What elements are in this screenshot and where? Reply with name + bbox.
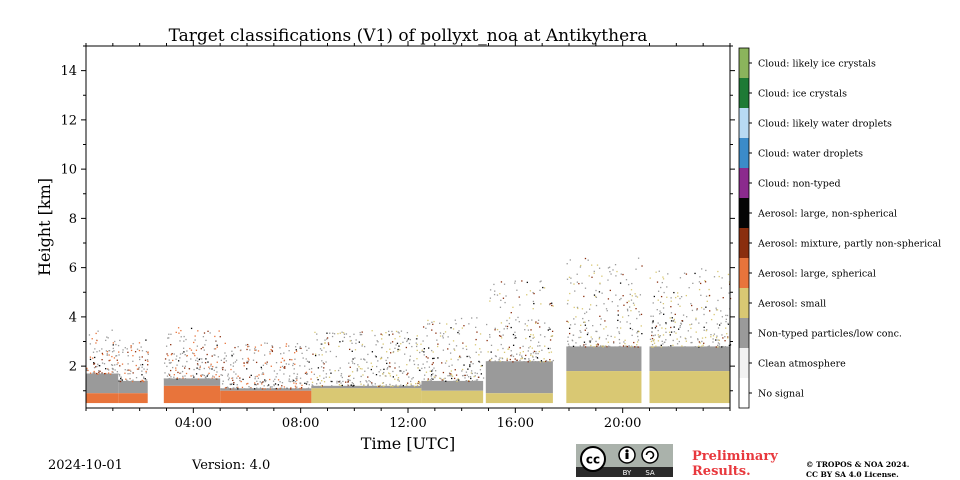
svg-text:BY: BY [623, 469, 632, 477]
segment-7-layer [566, 371, 642, 404]
colorbar-swatch [739, 108, 749, 138]
y-tick-label: 8 [69, 212, 77, 227]
colorbar-label: Aerosol: large, spherical [757, 269, 876, 280]
segment-2-layer [163, 385, 221, 404]
colorbar-label: Cloud: likely ice crystals [758, 59, 876, 70]
colorbar-label: Cloud: ice crystals [758, 89, 847, 100]
segment-0-speckle [86, 329, 120, 375]
svg-text:SA: SA [645, 469, 655, 477]
copyright-line-1: © TROPOS & NOA 2024. [806, 460, 910, 469]
colorbar-label: Cloud: water droplets [758, 149, 863, 160]
segment-8-layer [649, 371, 730, 404]
segment-1-layer [118, 393, 148, 404]
preliminary-results-label: Preliminary Results. [692, 449, 778, 479]
segment-8-speckle [649, 268, 732, 348]
segment-5-dense-band [421, 380, 484, 391]
colorbar-frame [738, 47, 750, 409]
svg-text:cc: cc [586, 453, 600, 467]
x-tick-label: 12:00 [389, 416, 426, 431]
segment-7-speckle [566, 257, 643, 348]
segment-8-dense-band [649, 346, 730, 372]
y-axis-label: Height [km] [35, 178, 54, 276]
colorbar-swatch [739, 228, 749, 258]
colorbar-label: Aerosol: small [757, 299, 826, 310]
segment-3-speckle [220, 342, 313, 390]
preliminary-line-2: Results. [692, 464, 751, 479]
segment-1-speckle [118, 339, 149, 383]
colorbar-swatch [739, 198, 749, 228]
segment-4-layer [311, 388, 422, 404]
segment-6-dense-band [485, 361, 553, 394]
segment-0-layer [86, 393, 119, 404]
y-tick-label: 4 [69, 310, 77, 325]
colorbar-swatch [739, 378, 749, 408]
colorbar-swatch [739, 348, 749, 378]
colorbar-swatch [739, 318, 749, 348]
colorbar-label: Aerosol: large, non-spherical [757, 209, 897, 220]
segment-6-layer [485, 393, 553, 404]
colorbar-swatch [739, 138, 749, 168]
date-label: 2024-10-01 [48, 458, 123, 473]
colorbar-swatch [739, 258, 749, 288]
y-tick-label: 12 [60, 113, 77, 128]
colorbar-label: Clean atmosphere [758, 359, 846, 370]
segment-6-speckle [486, 280, 554, 363]
colorbar-swatch [739, 78, 749, 108]
cc-by-sa-icon: cc BY SA [576, 444, 673, 477]
segment-4-speckle [311, 330, 423, 388]
colorbar-label: Non-typed particles/low conc. [758, 329, 902, 340]
x-axis-label: Time [UTC] [361, 434, 455, 453]
segment-2-speckle [163, 327, 221, 380]
x-tick-label: 08:00 [282, 416, 319, 431]
colorbar-label: Cloud: likely water droplets [758, 119, 892, 130]
colorbar-swatch [739, 168, 749, 198]
x-tick-label: 04:00 [175, 416, 212, 431]
segment-0-dense-band [86, 373, 119, 394]
plot-area [86, 257, 732, 404]
segment-3-layer [220, 390, 312, 404]
colorbar-label: No signal [758, 389, 804, 400]
chart-title: Target classifications (V1) of pollyxt_n… [168, 26, 648, 46]
colorbar-swatch [739, 48, 749, 78]
segment-5-layer [421, 390, 484, 404]
colorbar-label: Cloud: non-typed [758, 179, 841, 190]
segment-5-speckle [421, 317, 485, 383]
y-tick-label: 10 [60, 163, 77, 178]
segment-1-dense-band [118, 380, 148, 394]
y-tick-label: 2 [69, 360, 77, 375]
x-tick-label: 20:00 [604, 416, 641, 431]
copyright-notice: © TROPOS & NOA 2024. CC BY SA 4.0 Licens… [806, 460, 909, 480]
segment-4-dense-band [311, 385, 422, 389]
preliminary-line-1: Preliminary [692, 449, 778, 464]
axes: 04:00 08:00 12:00 16:00 20:00 2 4 6 8 10 12 14 Time … [35, 41, 735, 453]
segment-2-dense-band [163, 378, 221, 386]
colorbar: No signal Clean atmosphere Non-typed parti… [738, 47, 941, 409]
colorbar-swatch [739, 288, 749, 318]
y-tick-label: 14 [60, 64, 77, 79]
x-tick-label: 16:00 [497, 416, 534, 431]
y-tick-label: 6 [69, 261, 77, 276]
segment-7-dense-band [566, 346, 642, 372]
colorbar-label: Aerosol: mixture, partly non-spherical [757, 239, 941, 250]
copyright-line-2: CC BY SA 4.0 License. [806, 470, 899, 479]
version-label: Version: 4.0 [192, 458, 271, 473]
